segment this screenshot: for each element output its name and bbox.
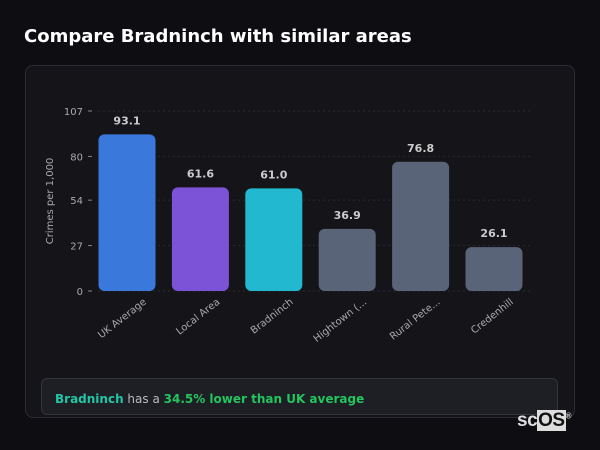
callout-comparison: 34.5% lower than UK average bbox=[163, 392, 365, 406]
data-label: 36.9 bbox=[334, 209, 361, 222]
x-tick-label: Hightown (... bbox=[312, 297, 369, 345]
x-tick-label: Credenhill bbox=[469, 297, 516, 337]
callout-text: has a bbox=[123, 392, 164, 406]
data-label: 61.0 bbox=[260, 168, 287, 181]
x-tick-label: Rural Pete... bbox=[388, 297, 442, 343]
data-label: 26.1 bbox=[480, 227, 507, 240]
x-tick-label: Bradninch bbox=[249, 297, 296, 337]
y-tick-label: 54 bbox=[70, 196, 83, 207]
y-tick-label: 80 bbox=[70, 152, 83, 163]
bar bbox=[318, 228, 376, 291]
callout-area: Bradninch bbox=[55, 392, 124, 406]
data-label: 76.8 bbox=[407, 142, 434, 155]
x-tick-label: UK Average bbox=[96, 297, 149, 341]
x-tick-label: Local Area bbox=[174, 297, 222, 338]
bar bbox=[171, 187, 229, 291]
data-label: 61.6 bbox=[187, 167, 214, 180]
y-tick-label: 27 bbox=[70, 242, 83, 253]
bar bbox=[392, 161, 450, 291]
page-title: Compare Bradninch with similar areas bbox=[24, 26, 412, 47]
comparison-callout: Bradninch has a 34.5% lower than UK aver… bbox=[41, 378, 558, 415]
data-label: 93.1 bbox=[113, 114, 140, 127]
y-tick-label: 0 bbox=[77, 287, 83, 298]
logo: scOS® bbox=[517, 410, 572, 431]
y-axis-label: Crimes per 1,000 bbox=[45, 158, 56, 245]
bar bbox=[245, 188, 303, 291]
bar bbox=[465, 247, 523, 291]
y-tick-label: 107 bbox=[64, 107, 83, 118]
bar bbox=[98, 134, 156, 291]
